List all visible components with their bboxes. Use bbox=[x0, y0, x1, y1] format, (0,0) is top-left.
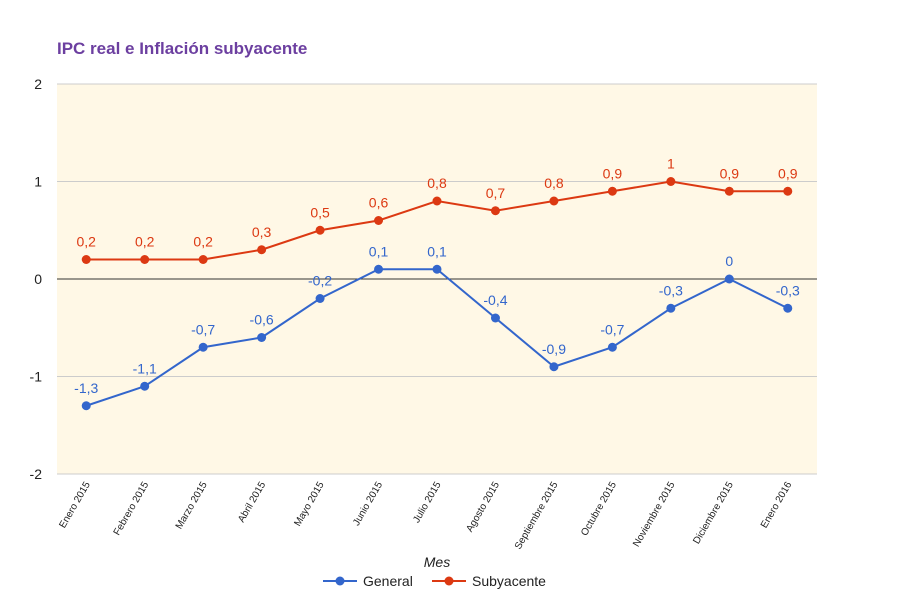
x-tick-label: Enero 2015 bbox=[57, 480, 93, 531]
series-layer: -1,3 -1,1 -0,7 -0,6 -0,2 0,1 0,1 -0,4 -0,9 -0,7 -0… bbox=[74, 156, 800, 411]
data-point[interactable] bbox=[490, 313, 500, 323]
data-point[interactable] bbox=[374, 264, 384, 274]
data-label: 0,6 bbox=[369, 195, 389, 211]
data-point[interactable] bbox=[81, 401, 91, 411]
y-tick-label: -2 bbox=[30, 466, 43, 482]
chart-title: IPC real e Inflación subyacente bbox=[57, 39, 307, 58]
data-label: 0 bbox=[725, 253, 733, 269]
data-label: 0,3 bbox=[252, 224, 272, 240]
series-general: -1,3 -1,1 -0,7 -0,6 -0,2 0,1 0,1 -0,4 -0,9 -0,7 -0… bbox=[74, 243, 800, 411]
x-tick-label: Junio 2015 bbox=[351, 480, 385, 528]
data-label: 0,1 bbox=[427, 243, 447, 259]
y-tick-label: 0 bbox=[34, 271, 42, 287]
x-tick-label: Diciembre 2015 bbox=[691, 480, 736, 547]
data-label: 0,8 bbox=[427, 175, 447, 191]
data-label: -0,2 bbox=[308, 273, 332, 289]
x-tick-label: Agosto 2015 bbox=[464, 480, 502, 535]
gridlines bbox=[57, 83, 817, 475]
data-point[interactable] bbox=[257, 333, 267, 342]
data-label: -0,7 bbox=[191, 321, 215, 337]
data-label: -0,3 bbox=[776, 282, 800, 298]
data-point[interactable] bbox=[724, 274, 734, 284]
x-tick-label: Abril 2015 bbox=[236, 480, 268, 525]
legend-item-subyacente[interactable]: Subyacente bbox=[432, 573, 546, 589]
data-point[interactable] bbox=[549, 196, 559, 206]
x-tick-label: Septiembre 2015 bbox=[513, 480, 561, 552]
data-point[interactable] bbox=[724, 186, 734, 196]
data-point[interactable] bbox=[432, 264, 442, 274]
y-tick-label: 2 bbox=[34, 76, 42, 92]
data-point[interactable] bbox=[666, 303, 676, 313]
data-label: 0,9 bbox=[720, 165, 740, 181]
legend-label-general: General bbox=[363, 573, 413, 589]
data-point[interactable] bbox=[607, 342, 617, 352]
data-label: -0,9 bbox=[542, 341, 566, 357]
y-tick-label: -1 bbox=[30, 369, 43, 385]
data-point[interactable] bbox=[490, 206, 500, 216]
y-axis-ticks: 2 1 0 -1 -2 bbox=[30, 76, 43, 482]
data-label: 0,1 bbox=[369, 243, 389, 259]
x-axis-label: Mes bbox=[424, 554, 450, 570]
data-point[interactable] bbox=[549, 362, 559, 372]
data-point[interactable] bbox=[783, 303, 793, 313]
data-label: 0,8 bbox=[544, 175, 564, 191]
data-point[interactable] bbox=[432, 196, 442, 206]
x-axis-ticks: Enero 2015 Febrero 2015 Marzo 2015 Abril 20… bbox=[57, 480, 794, 552]
data-label: 1 bbox=[667, 156, 675, 172]
data-point[interactable] bbox=[374, 216, 384, 225]
data-point[interactable] bbox=[315, 294, 325, 303]
x-tick-label: Mayo 2015 bbox=[292, 480, 326, 529]
legend-marker-subyacente bbox=[444, 576, 454, 586]
legend-label-subyacente: Subyacente bbox=[472, 573, 546, 589]
data-label: 0,5 bbox=[310, 204, 330, 220]
data-label: -0,7 bbox=[600, 321, 624, 337]
legend-item-general[interactable]: General bbox=[323, 573, 413, 589]
data-label: -1,1 bbox=[133, 360, 157, 376]
data-label: -0,3 bbox=[659, 282, 683, 298]
series-subyacente: 0,2 0,2 0,2 0,3 0,5 0,6 0,8 0,7 0,8 0,9 1 0,9 0,9 bbox=[76, 156, 798, 264]
data-point[interactable] bbox=[198, 255, 208, 264]
data-point[interactable] bbox=[666, 177, 676, 186]
x-tick-label: Marzo 2015 bbox=[174, 480, 210, 532]
legend-marker-general bbox=[335, 576, 345, 586]
data-point[interactable] bbox=[140, 381, 150, 391]
data-point[interactable] bbox=[607, 186, 617, 196]
data-point[interactable] bbox=[783, 186, 793, 196]
x-tick-label: Octubre 2015 bbox=[579, 480, 619, 538]
data-point[interactable] bbox=[257, 245, 267, 255]
data-label: 0,2 bbox=[135, 234, 155, 250]
data-label: 0,9 bbox=[778, 165, 798, 181]
data-point[interactable] bbox=[315, 225, 325, 235]
x-tick-label: Noviembre 2015 bbox=[631, 480, 677, 549]
data-label: -0,4 bbox=[483, 292, 507, 308]
data-point[interactable] bbox=[198, 342, 208, 352]
data-label: 0,2 bbox=[76, 234, 96, 250]
x-tick-label: Julio 2015 bbox=[411, 480, 444, 525]
legend: General Subyacente bbox=[323, 573, 546, 589]
data-point[interactable] bbox=[81, 255, 91, 264]
x-tick-label: Febrero 2015 bbox=[112, 480, 152, 538]
x-tick-label: Enero 2016 bbox=[759, 480, 795, 531]
y-tick-label: 1 bbox=[34, 174, 42, 190]
data-label: 0,7 bbox=[486, 185, 506, 201]
data-label: 0,9 bbox=[603, 165, 623, 181]
data-label: 0,2 bbox=[193, 234, 213, 250]
data-point[interactable] bbox=[140, 255, 150, 264]
data-label: -1,3 bbox=[74, 380, 98, 396]
data-label: -0,6 bbox=[250, 312, 274, 328]
